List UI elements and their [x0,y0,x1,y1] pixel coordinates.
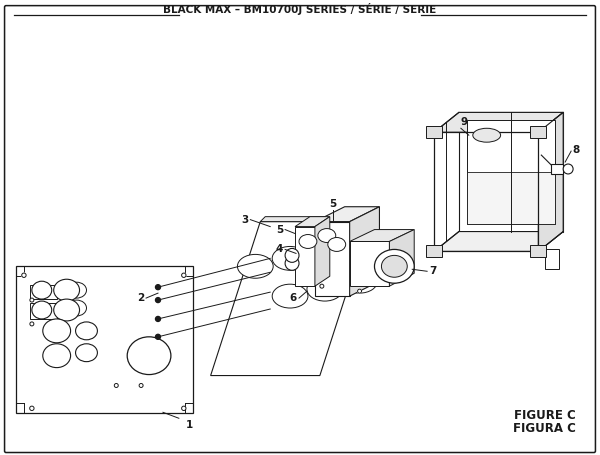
Text: 8: 8 [572,145,580,155]
Circle shape [29,406,34,410]
Polygon shape [467,172,555,223]
Ellipse shape [67,300,86,316]
Polygon shape [30,303,56,319]
Text: 6: 6 [290,293,297,303]
Circle shape [155,317,160,321]
Circle shape [22,273,26,278]
Ellipse shape [328,238,346,252]
Circle shape [182,273,186,278]
Text: 5: 5 [329,199,337,209]
Polygon shape [295,227,315,286]
Text: 5: 5 [276,225,283,235]
Circle shape [155,298,160,303]
Polygon shape [459,112,563,232]
Circle shape [320,284,324,288]
Circle shape [30,298,34,302]
Polygon shape [315,222,350,296]
Ellipse shape [374,249,414,283]
Polygon shape [30,285,56,299]
Text: 3: 3 [241,215,248,225]
Ellipse shape [307,239,343,263]
Polygon shape [389,230,414,286]
Text: FIGURE C: FIGURE C [514,409,576,422]
Circle shape [182,406,186,410]
Ellipse shape [238,254,273,278]
Ellipse shape [32,281,52,299]
Polygon shape [434,232,563,252]
Text: 9: 9 [461,117,468,127]
Polygon shape [211,222,370,375]
Circle shape [358,289,362,293]
Text: 2: 2 [137,293,144,303]
Polygon shape [350,242,389,286]
Ellipse shape [342,269,377,293]
Polygon shape [350,230,414,242]
Circle shape [358,289,362,293]
Polygon shape [530,126,546,138]
Circle shape [114,384,118,388]
Circle shape [320,284,324,288]
Ellipse shape [272,247,308,270]
Ellipse shape [54,299,80,321]
Ellipse shape [76,322,97,340]
Polygon shape [426,245,442,258]
Ellipse shape [473,128,500,142]
Circle shape [22,273,26,278]
Polygon shape [295,217,330,227]
Ellipse shape [127,337,171,374]
Ellipse shape [76,344,97,362]
Polygon shape [260,217,374,222]
Circle shape [139,384,143,388]
Polygon shape [551,164,563,174]
Circle shape [155,285,160,290]
Ellipse shape [563,164,573,174]
Text: 1: 1 [186,420,193,430]
Polygon shape [538,112,563,252]
Polygon shape [467,120,555,223]
Polygon shape [545,249,559,269]
Polygon shape [315,217,330,286]
Polygon shape [350,207,379,296]
Ellipse shape [67,282,86,298]
Circle shape [182,273,186,278]
Ellipse shape [307,277,343,301]
Ellipse shape [299,234,317,248]
Polygon shape [315,207,379,222]
Ellipse shape [272,284,308,308]
Ellipse shape [43,344,71,368]
Ellipse shape [43,319,71,343]
Text: BLACK MAX – BM10700J SERIES / SÉRIE / SERIE: BLACK MAX – BM10700J SERIES / SÉRIE / SE… [163,3,437,15]
Ellipse shape [382,255,407,277]
Ellipse shape [285,248,299,263]
Polygon shape [16,266,193,413]
Text: FIGURA C: FIGURA C [513,422,576,435]
Ellipse shape [54,279,80,301]
Ellipse shape [285,256,299,270]
Text: 4: 4 [276,244,283,254]
Text: 7: 7 [429,266,436,276]
Circle shape [155,334,160,339]
Ellipse shape [32,301,52,319]
Polygon shape [434,112,563,132]
Polygon shape [426,126,442,138]
Ellipse shape [318,228,336,243]
Polygon shape [530,245,546,258]
Circle shape [30,322,34,326]
